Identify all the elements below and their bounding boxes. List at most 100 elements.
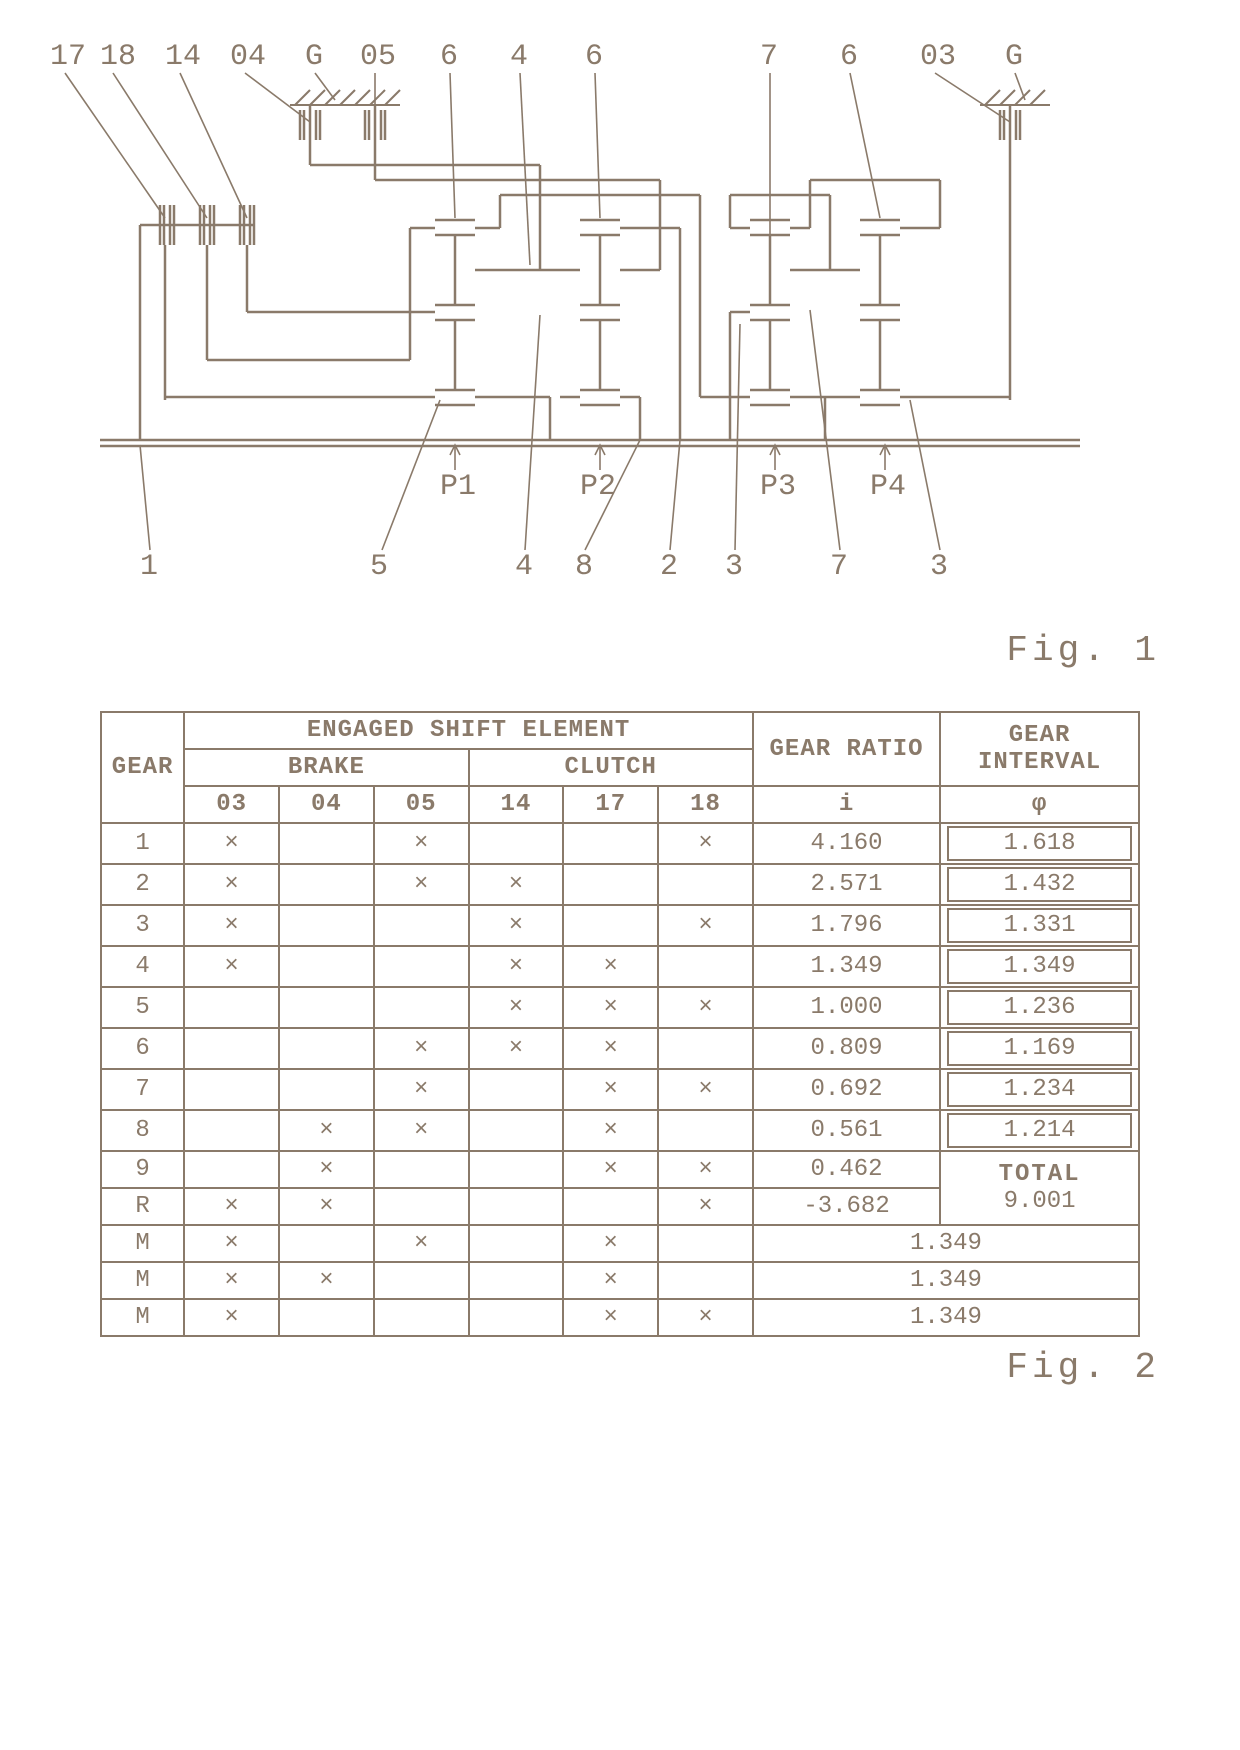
cell: ×: [563, 1262, 658, 1299]
ratio-cell: -3.682: [753, 1188, 940, 1225]
gear-cell: M: [101, 1299, 184, 1336]
cell: [658, 1225, 753, 1262]
cell: [469, 1110, 564, 1151]
cell: [658, 1110, 753, 1151]
cell: ×: [469, 946, 564, 987]
cell: ×: [563, 946, 658, 987]
table-row: 7×××0.6921.234: [101, 1069, 1139, 1110]
top-label-4: 4: [510, 40, 528, 74]
cell: ×: [279, 1262, 374, 1299]
table-row: M ××× 1.349: [101, 1299, 1139, 1336]
ratio-cell: 1.000: [753, 987, 940, 1028]
cell: ×: [563, 987, 658, 1028]
cell: ×: [184, 1188, 279, 1225]
cell: [658, 946, 753, 987]
cell: [374, 1299, 469, 1336]
cell: ×: [658, 1188, 753, 1225]
figure-1-caption: Fig. 1: [40, 630, 1160, 671]
cell: [563, 905, 658, 946]
cell: [279, 1069, 374, 1110]
cell: [279, 946, 374, 987]
gear-cell: 5: [101, 987, 184, 1028]
cell: ×: [469, 905, 564, 946]
hdr-gear: GEAR: [101, 712, 184, 823]
top-label-17: 17: [50, 40, 86, 74]
cell: ×: [184, 1299, 279, 1336]
cell: ×: [658, 905, 753, 946]
p1-label: P1: [440, 470, 476, 504]
top-label-05: 05: [360, 40, 396, 74]
top-label-14: 14: [165, 40, 201, 74]
top-label-6b: 6: [585, 40, 603, 74]
cell: [469, 1069, 564, 1110]
ratio-cell: 4.160: [753, 823, 940, 864]
cell: [184, 1028, 279, 1069]
cell: ×: [279, 1151, 374, 1188]
ratio-cell: 1.349: [753, 1262, 1139, 1299]
cell: [374, 987, 469, 1028]
cell: ×: [658, 1069, 753, 1110]
top-label-7: 7: [760, 40, 778, 74]
top-label-g1: G: [305, 40, 323, 74]
cell: ×: [279, 1110, 374, 1151]
cell: ×: [374, 1028, 469, 1069]
figure-2-caption: Fig. 2: [40, 1347, 1160, 1388]
cell: ×: [184, 864, 279, 905]
p4-label: P4: [870, 470, 906, 504]
interval-cell: 1.234: [940, 1069, 1139, 1110]
interval-cell: 1.236: [940, 987, 1139, 1028]
ratio-cell: 0.462: [753, 1151, 940, 1188]
p3-label: P3: [760, 470, 796, 504]
gear-cell: R: [101, 1188, 184, 1225]
ratio-cell: 1.349: [753, 1225, 1139, 1262]
hdr-phi: φ: [940, 786, 1139, 823]
ratio-cell: 0.561: [753, 1110, 940, 1151]
cell: [658, 1262, 753, 1299]
planetary-p2: [580, 220, 620, 405]
cell: [469, 1299, 564, 1336]
cell: [374, 1151, 469, 1188]
cell: ×: [374, 864, 469, 905]
planetary-p1: [435, 220, 475, 405]
interval-cell: 1.331: [940, 905, 1139, 946]
interval-cell: 1.432: [940, 864, 1139, 905]
table-row: 2×××2.5711.432: [101, 864, 1139, 905]
gear-cell: 7: [101, 1069, 184, 1110]
gear-cell: 1: [101, 823, 184, 864]
table-row: 1×××4.1601.618: [101, 823, 1139, 864]
hdr-17: 17: [563, 786, 658, 823]
shift-element-table: GEAR ENGAGED SHIFT ELEMENT GEAR RATIO GE…: [100, 711, 1140, 1337]
cell: ×: [184, 1225, 279, 1262]
cell: [469, 1262, 564, 1299]
cell: ×: [469, 864, 564, 905]
table-row: M ××× 1.349: [101, 1225, 1139, 1262]
bot-label-3a: 3: [725, 550, 743, 584]
bot-label-7: 7: [830, 550, 848, 584]
table-row: M ××× 1.349: [101, 1262, 1139, 1299]
cell: [279, 1225, 374, 1262]
brake-03: [1000, 105, 1020, 145]
gear-cell: 4: [101, 946, 184, 987]
hdr-engaged: ENGAGED SHIFT ELEMENT: [184, 712, 753, 749]
interval-cell: 1.169: [940, 1028, 1139, 1069]
cell: [184, 1151, 279, 1188]
cell: [469, 1151, 564, 1188]
cell: [563, 823, 658, 864]
ratio-cell: 0.692: [753, 1069, 940, 1110]
gear-cell: 6: [101, 1028, 184, 1069]
interval-cell: 1.618: [940, 823, 1139, 864]
table-row: 8×××0.5611.214: [101, 1110, 1139, 1151]
table-row: 4×××1.3491.349: [101, 946, 1139, 987]
cell: [374, 946, 469, 987]
cell: ×: [563, 1299, 658, 1336]
ratio-cell: 2.571: [753, 864, 940, 905]
hdr-interval: GEAR INTERVAL: [940, 712, 1139, 786]
cell: [279, 1299, 374, 1336]
cell: [374, 1262, 469, 1299]
top-label-03: 03: [920, 40, 956, 74]
gear-cell: M: [101, 1225, 184, 1262]
cell: ×: [184, 905, 279, 946]
cell: [279, 905, 374, 946]
cell: [469, 823, 564, 864]
gear-cell: M: [101, 1262, 184, 1299]
